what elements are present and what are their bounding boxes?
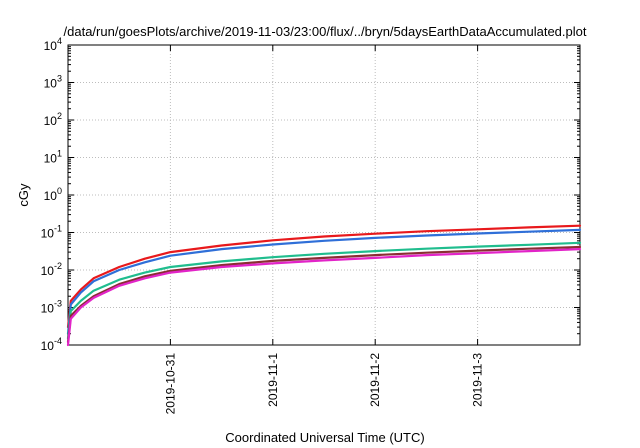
series-line [66, 248, 582, 347]
grid [68, 45, 580, 345]
y-tick-label: 10-2 [41, 261, 62, 278]
y-tick-label: 101 [44, 149, 62, 166]
series-line [66, 224, 582, 329]
y-tick-label: 10-1 [41, 224, 62, 241]
x-tick-label: 2019-10-31 [163, 353, 177, 415]
series-lines [66, 224, 582, 347]
x-tick-label: 2019-11-2 [368, 353, 382, 407]
chart-title: /data/run/goesPlots/archive/2019-11-03/2… [64, 24, 587, 39]
y-tick-label: 102 [44, 111, 62, 128]
series-line [66, 228, 582, 335]
y-tick-label: 103 [44, 74, 62, 91]
y-tick-label: 100 [44, 186, 62, 203]
x-tick-label: 2019-11-3 [471, 353, 485, 407]
x-tick-label: 2019-11-1 [266, 353, 280, 407]
y-tick-label: 10-3 [41, 299, 62, 316]
y-tick-label: 104 [44, 36, 62, 53]
series-line [66, 241, 582, 340]
axis-ticks: 10-4 10-3 10-2 10-1 100 101 102 103 104 2019-10-3… [41, 36, 580, 414]
series-line [66, 245, 582, 344]
x-axis-label: Coordinated Universal Time (UTC) [225, 430, 424, 445]
y-axis-label: cGy [16, 183, 31, 207]
y-tick-label: 10-4 [41, 336, 62, 353]
